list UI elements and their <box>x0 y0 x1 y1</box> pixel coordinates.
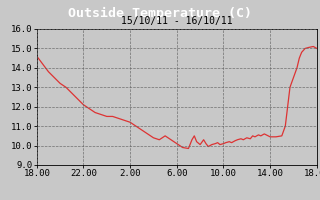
Text: Outside Temperature (C): Outside Temperature (C) <box>68 6 252 20</box>
Text: 15/10/11 - 16/10/11: 15/10/11 - 16/10/11 <box>121 16 233 26</box>
